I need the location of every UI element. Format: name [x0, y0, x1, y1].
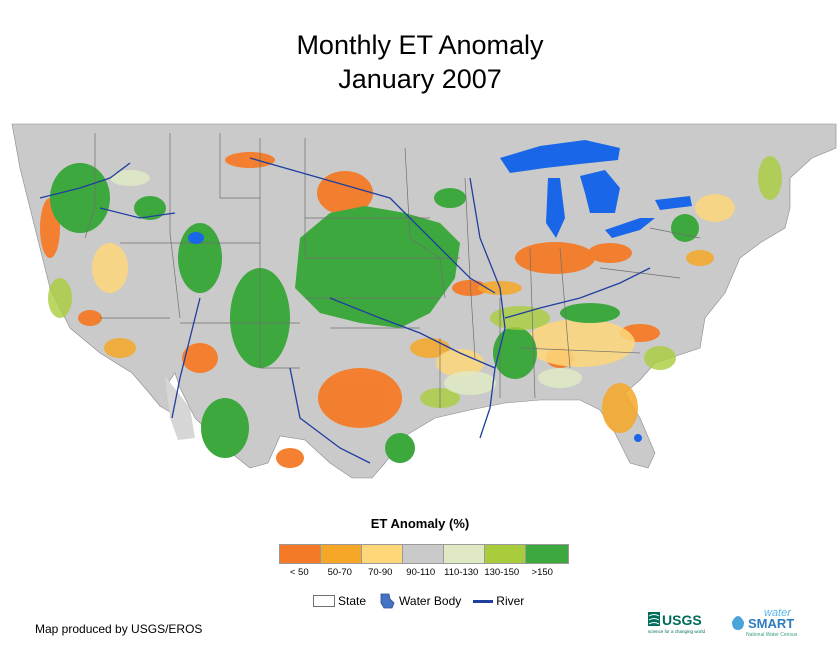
water-body-icon [380, 593, 395, 609]
anomaly-70-90 [92, 194, 735, 377]
anomaly-gt150 [50, 163, 699, 463]
legend-class-label: < 50 [289, 567, 309, 578]
missouri-river [249, 157, 496, 294]
lake-huron [580, 170, 620, 213]
lake-michigan [546, 178, 565, 238]
credit-text: Map produced by USGS/EROS [35, 622, 203, 636]
river-label: River [496, 594, 525, 608]
lake-superior [500, 140, 620, 173]
legend-swatch [485, 545, 526, 563]
lake-erie [605, 218, 655, 238]
legend-swatch [444, 545, 485, 563]
state-swatch-icon [313, 595, 335, 607]
state-boundaries [84, 133, 701, 408]
smart-text: SMART [748, 616, 794, 631]
legend-swatch [526, 545, 568, 563]
state-label: State [338, 594, 367, 608]
legend-swatch [321, 545, 362, 563]
legend-class-label: 50-70 [327, 567, 352, 578]
map-subtitle: January 2007 [338, 64, 502, 94]
legend-labels: < 50 50-70 70-90 90-110 110-130 130-150 >150 [279, 567, 563, 581]
legend-class-label: >150 [531, 567, 553, 578]
legend-class-label: 130-150 [484, 567, 520, 578]
water-text: water [764, 607, 792, 619]
lake-ontario [655, 196, 692, 210]
usgs-text: USGS [662, 612, 702, 628]
legend-water-body: Water Body [378, 592, 461, 610]
reference-legend: State Water Body River [313, 592, 530, 610]
legend-class-label: 90-110 [406, 567, 436, 578]
legend-state: State [313, 594, 366, 608]
arkansas-river [329, 297, 496, 369]
nwc-text: National Water Census [746, 632, 798, 638]
map-title: Monthly ET Anomaly [296, 30, 544, 60]
river-line-icon [473, 599, 494, 603]
watersmart-logo: water SMART National Water Census [732, 607, 798, 638]
logos: USGS science for a changing world water … [648, 607, 798, 638]
anomaly-110-130 [110, 170, 582, 395]
legend-river: River [473, 594, 524, 608]
water-bodies [188, 140, 692, 442]
legend-class-label: 70-90 [368, 567, 393, 578]
legend-class-label: 110-130 [444, 567, 479, 578]
legend-swatch [362, 545, 403, 563]
water-body-label: Water Body [399, 594, 462, 608]
legend-title: ET Anomaly (%) [370, 516, 470, 531]
rivers [39, 157, 651, 464]
et-anomaly-map [11, 123, 837, 479]
ohio-river [504, 267, 651, 319]
great-salt-lake [188, 232, 204, 244]
legend-swatch [403, 545, 444, 563]
legend-color-bar [279, 544, 569, 564]
mississippi-river [469, 177, 506, 439]
colorado-river [171, 297, 201, 419]
lake-okeechobee [634, 434, 642, 442]
columbia-river [39, 162, 131, 199]
baja-region [165, 376, 195, 440]
usgs-tagline: science for a changing world [648, 629, 706, 634]
snake-river [99, 207, 176, 219]
rio-grande [289, 367, 371, 464]
usgs-logo: USGS science for a changing world [648, 612, 706, 634]
legend-swatch [280, 545, 321, 563]
